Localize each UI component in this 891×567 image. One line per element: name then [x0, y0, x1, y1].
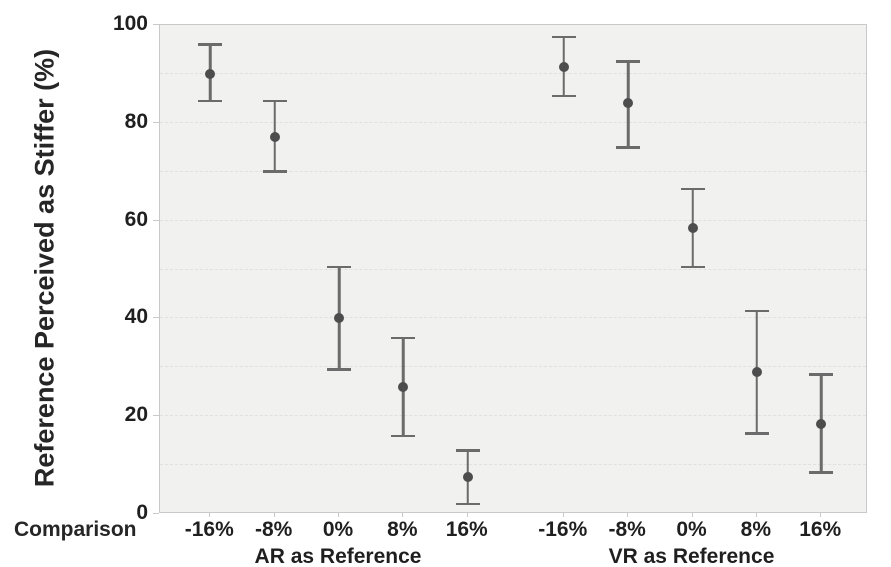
y-gridline [160, 170, 866, 172]
y-gridline [160, 121, 866, 123]
y-tick-label: 20 [124, 403, 148, 427]
y-gridline [160, 72, 866, 74]
error-bar-cap [809, 471, 834, 474]
x-tick-label: -8% [608, 518, 646, 541]
y-tick-mark [153, 24, 159, 25]
x-tick-mark [402, 513, 404, 517]
error-bar-cap [616, 146, 641, 149]
data-point-dot [334, 313, 344, 324]
error-bar-cap [327, 265, 351, 269]
error-bar-cap [262, 170, 287, 173]
error-bar-cap [455, 502, 480, 506]
y-tick-label: 100 [112, 12, 148, 35]
x-tick-label: -16% [538, 518, 588, 541]
y-gridline [160, 219, 866, 221]
x-tick-mark [820, 513, 822, 517]
y-tick-mark [153, 415, 159, 417]
y-axis-title: Reference Perceived as Stiffer (%) [29, 48, 60, 488]
data-point-dot [462, 472, 473, 483]
x-tick-mark [755, 513, 757, 517]
error-bar-cap [744, 309, 769, 313]
x-tick-mark [627, 513, 629, 517]
x-tick-label: 0% [676, 518, 707, 541]
x-tick-mark [562, 513, 564, 517]
y-gridline [160, 268, 866, 270]
x-tick-label: -8% [254, 518, 293, 541]
error-bar-cap [744, 432, 769, 435]
x-tick-mark [691, 513, 693, 517]
group-label-ar: AR as Reference [254, 545, 422, 567]
data-point-dot [687, 222, 698, 233]
x-tick-label: 16% [799, 518, 842, 541]
x-tick-mark [338, 513, 339, 517]
group-label-vr: VR as Reference [608, 545, 775, 567]
x-tick-label: 16% [445, 518, 488, 541]
y-tick-label: 0 [136, 501, 148, 524]
y-tick-mark [153, 121, 159, 123]
error-bar-cap [551, 94, 576, 98]
data-point-dot [751, 367, 762, 378]
y-tick-label: 40 [124, 305, 148, 329]
y-gridline [160, 415, 866, 417]
y-tick-mark [153, 317, 159, 319]
error-bar-cap [391, 336, 416, 340]
x-tick-mark [209, 513, 211, 517]
error-bar-cap [391, 434, 416, 437]
data-point-dot [269, 132, 280, 143]
x-tick-label: -16% [184, 518, 234, 541]
y-tick-label: 60 [124, 207, 148, 231]
error-bar-cap [680, 187, 705, 191]
error-bar-cap [198, 43, 223, 46]
y-tick-mark [153, 513, 159, 514]
x-tick-label: 8% [387, 518, 418, 541]
data-point-dot [558, 61, 569, 72]
y-tick-label: 80 [124, 109, 148, 133]
x-tick-label: 0% [322, 518, 354, 541]
y-tick-mark [153, 219, 159, 221]
y-gridline [160, 464, 866, 466]
error-bar-cap [455, 449, 480, 452]
error-bar-cap [616, 60, 641, 63]
error-bar-cap [327, 368, 351, 371]
x-tick-label: 8% [740, 518, 772, 541]
data-point-dot [816, 418, 827, 429]
error-bar-cap [198, 99, 223, 103]
y-gridline [160, 317, 866, 319]
x-tick-mark [466, 513, 468, 517]
error-bar-cap [551, 35, 576, 39]
error-bar-cap [262, 99, 287, 103]
x-axis-comparison-label: Comparison [14, 518, 137, 541]
data-point-dot [205, 68, 216, 79]
error-bar-cap [809, 373, 834, 376]
plot-area [159, 24, 867, 513]
y-gridline [160, 366, 866, 368]
data-point-dot [398, 381, 409, 392]
error-bar-cap [680, 265, 705, 269]
x-tick-mark [273, 513, 275, 517]
data-point-dot [623, 98, 634, 109]
